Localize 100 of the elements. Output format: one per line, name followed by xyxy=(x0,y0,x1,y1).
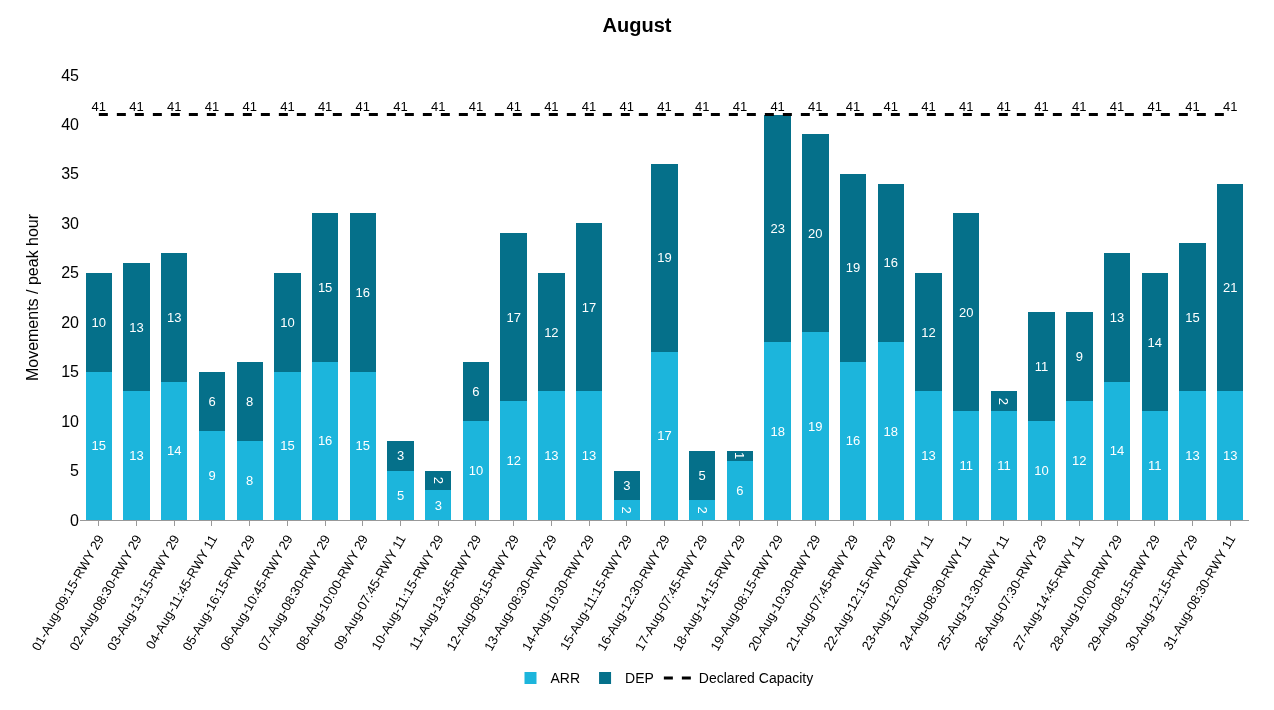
bar xyxy=(538,272,565,392)
bar xyxy=(274,272,301,372)
data-label: 2 xyxy=(996,397,1012,405)
data-label: 17 xyxy=(657,428,672,444)
data-label: 12 xyxy=(1072,453,1087,469)
data-label: 15 xyxy=(280,438,295,454)
bar xyxy=(1179,391,1206,520)
bar xyxy=(1141,411,1168,520)
y-axis-title: Movements / peak hour xyxy=(24,213,41,382)
data-label: 41 xyxy=(242,99,257,115)
data-label: 41 xyxy=(167,99,182,115)
data-label: 41 xyxy=(544,99,559,115)
data-label: 41 xyxy=(619,99,635,115)
data-label: 8 xyxy=(246,393,254,409)
data-label: 41 xyxy=(845,99,861,115)
data-label: 18 xyxy=(770,423,785,439)
data-label: 14 xyxy=(167,443,182,459)
bar xyxy=(764,342,791,520)
bar xyxy=(802,134,829,333)
data-label: 11 xyxy=(1034,359,1049,375)
bar xyxy=(387,470,414,520)
bar xyxy=(726,450,754,461)
y-tick-label: 20 xyxy=(61,313,80,331)
data-label: 13 xyxy=(1109,309,1125,325)
y-tick-label: 40 xyxy=(61,116,80,134)
data-label: 12 xyxy=(506,453,521,469)
bar xyxy=(1066,312,1093,402)
bar xyxy=(500,233,527,402)
data-label: 10 xyxy=(1034,463,1049,479)
bar xyxy=(1141,272,1168,412)
data-label: 21 xyxy=(1222,280,1238,296)
bar xyxy=(1103,253,1131,382)
data-label: 41 xyxy=(1147,99,1162,115)
data-label: 9 xyxy=(1075,349,1083,365)
bar xyxy=(349,371,377,520)
data-label: 12 xyxy=(544,324,559,340)
data-label: 1 xyxy=(732,452,748,460)
bar xyxy=(349,213,377,372)
bar xyxy=(1066,401,1093,520)
y-tick-label: 0 xyxy=(70,511,80,529)
data-label: 41 xyxy=(958,99,974,115)
bar xyxy=(802,332,829,520)
data-label: 13 xyxy=(1222,448,1238,464)
y-tick-label: 45 xyxy=(61,66,80,84)
bar xyxy=(1216,391,1244,520)
data-label: 2 xyxy=(619,506,635,514)
bar xyxy=(764,114,791,342)
y-tick-label: 10 xyxy=(61,412,80,430)
data-label: 13 xyxy=(129,319,144,335)
bar xyxy=(1028,312,1055,422)
bar xyxy=(613,500,640,520)
bar xyxy=(839,173,867,362)
data-label: 41 xyxy=(921,99,936,115)
data-label: 41 xyxy=(506,99,521,115)
data-label: 11 xyxy=(959,458,973,474)
bar xyxy=(990,391,1018,412)
data-label: 20 xyxy=(808,225,823,241)
data-label: 41 xyxy=(91,99,107,115)
data-label: 41 xyxy=(393,99,408,115)
y-tick-label: 15 xyxy=(61,363,80,381)
data-label: 19 xyxy=(845,260,861,276)
bar xyxy=(651,164,678,352)
bar xyxy=(1179,243,1206,392)
bar xyxy=(198,431,226,520)
bar xyxy=(274,371,301,520)
data-label: 41 xyxy=(657,99,672,115)
bar xyxy=(161,253,188,382)
data-label: 3 xyxy=(623,477,631,493)
data-label: 2 xyxy=(430,476,446,485)
data-label: 13 xyxy=(167,309,182,325)
data-label: 41 xyxy=(317,99,333,115)
data-label: 41 xyxy=(280,99,295,115)
data-label: 17 xyxy=(581,299,597,315)
y-tick-label: 25 xyxy=(61,264,80,282)
data-label: 15 xyxy=(91,438,107,454)
bar xyxy=(311,213,339,362)
bar xyxy=(689,450,716,501)
bar xyxy=(990,411,1018,520)
bar xyxy=(726,460,754,520)
data-label: 16 xyxy=(355,285,371,301)
bar xyxy=(236,361,263,441)
bar xyxy=(425,490,452,520)
data-label: 19 xyxy=(657,250,672,266)
bar xyxy=(1103,381,1131,520)
data-label: 41 xyxy=(808,99,823,115)
data-label: 3 xyxy=(434,497,442,513)
bar xyxy=(123,391,150,520)
data-label: 15 xyxy=(1185,309,1200,325)
data-label: 14 xyxy=(1109,443,1125,459)
data-label: 41 xyxy=(770,99,785,115)
bar xyxy=(915,272,942,392)
data-label: 5 xyxy=(698,468,706,483)
legend-label: ARR xyxy=(550,670,581,687)
data-label: 41 xyxy=(1072,99,1087,115)
y-tick-label: 35 xyxy=(61,165,80,183)
data-label: 41 xyxy=(431,99,446,115)
bar xyxy=(877,183,904,342)
data-label: 13 xyxy=(581,448,597,464)
data-label: 41 xyxy=(1185,99,1200,115)
data-label: 6 xyxy=(472,383,480,399)
